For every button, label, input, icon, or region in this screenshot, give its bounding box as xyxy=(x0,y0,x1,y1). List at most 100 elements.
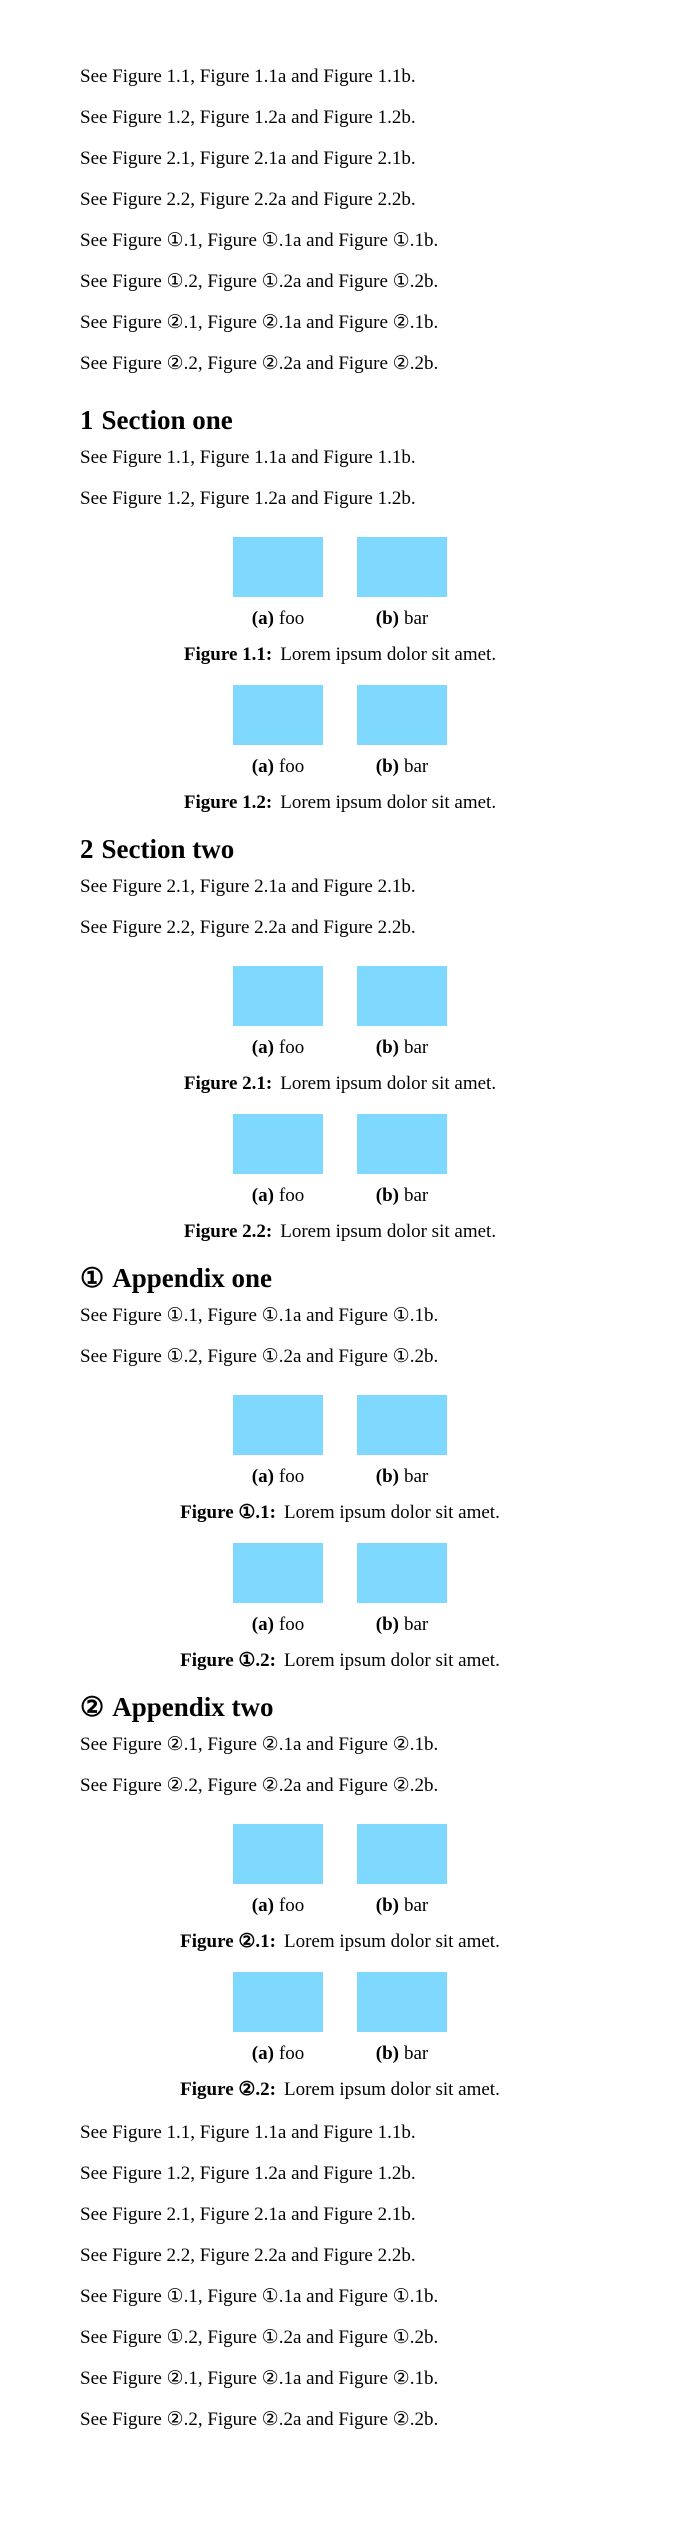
figure-placeholder-box xyxy=(357,1543,447,1603)
subfigure-text: bar xyxy=(403,1466,429,1487)
figure-placeholder-box xyxy=(233,1972,323,2032)
subfigure-row: (a) foo (b) bar xyxy=(80,537,600,631)
reference-line: See Figure 2.1, Figure 2.1a and Figure 2… xyxy=(80,148,416,169)
subfigure-text: foo xyxy=(278,1185,305,1206)
subfigure-caption: (a) foo xyxy=(252,607,304,631)
subfigure-label: (a) xyxy=(251,1037,274,1058)
subfigure-label: (a) xyxy=(251,608,274,629)
subfigure-b: (b) bar xyxy=(357,1543,447,1637)
figure-caption-text: Lorem ipsum dolor sit amet. xyxy=(284,2079,500,2100)
figure-placeholder-box xyxy=(233,1543,323,1603)
subfigure-text: foo xyxy=(278,756,305,777)
subfigure-caption: (b) bar xyxy=(376,1184,429,1208)
section-title: Appendix two xyxy=(112,1692,274,1722)
figure-placeholder-box xyxy=(357,1114,447,1174)
subfigure-text: bar xyxy=(403,1895,429,1916)
figure: (a) foo (b) bar Figure ②.2: Lorem ipsum dol… xyxy=(80,1972,600,2102)
figure-placeholder-box xyxy=(357,1824,447,1884)
subfigure-row: (a) foo (b) bar xyxy=(80,1395,600,1489)
section-heading: ① Appendix one xyxy=(80,1262,600,1294)
figure-placeholder-box xyxy=(357,1972,447,2032)
figure: (a) foo (b) bar Figure 1.1: Lorem ipsum dol… xyxy=(80,537,600,667)
reference-line: See Figure ①.1, Figure ①.1a and Figure ①… xyxy=(80,1305,439,1326)
figure: (a) foo (b) bar Figure ②.1: Lorem ipsum dol… xyxy=(80,1824,600,1954)
subfigure-caption: (a) foo xyxy=(252,1894,304,1918)
figure-caption: Figure 1.2: Lorem ipsum dolor sit amet. xyxy=(80,791,600,815)
subfigure-text: foo xyxy=(278,1614,305,1635)
figure-placeholder-box xyxy=(233,685,323,745)
section-title: Section two xyxy=(101,834,235,864)
reference-line: See Figure 2.1, Figure 2.1a and Figure 2… xyxy=(80,876,416,897)
figure-label: Figure ②.2: xyxy=(180,2079,276,2100)
reference-line: See Figure 2.2, Figure 2.2a and Figure 2… xyxy=(80,917,416,938)
subfigure-row: (a) foo (b) bar xyxy=(80,1972,600,2066)
figure-caption: Figure ①.2: Lorem ipsum dolor sit amet. xyxy=(80,1649,600,1673)
figure-placeholder-box xyxy=(233,1395,323,1455)
subfigure-caption: (a) foo xyxy=(252,1036,304,1060)
subfigure-label: (b) xyxy=(375,1185,399,1206)
reference-line: See Figure 1.1, Figure 1.1a and Figure 1… xyxy=(80,447,416,468)
reference-line: See Figure ②.2, Figure ②.2a and Figure ②… xyxy=(80,1775,439,1796)
subfigure-text: foo xyxy=(278,1895,305,1916)
subfigure-text: foo xyxy=(278,608,305,629)
figure-caption: Figure 2.2: Lorem ipsum dolor sit amet. xyxy=(80,1220,600,1244)
figure-caption-text: Lorem ipsum dolor sit amet. xyxy=(280,1221,497,1242)
intro-references: See Figure 1.1, Figure 1.1a and Figure 1… xyxy=(80,64,600,392)
reference-line: See Figure ①.2, Figure ①.2a and Figure ①… xyxy=(80,2327,439,2348)
section-title: Appendix one xyxy=(112,1263,273,1293)
subfigure-label: (a) xyxy=(251,2043,274,2064)
subfigure-b: (b) bar xyxy=(357,685,447,779)
subfigure-label: (b) xyxy=(375,1614,399,1635)
subfigure-caption: (b) bar xyxy=(376,2042,429,2066)
figure: (a) foo (b) bar Figure 2.1: Lorem ipsum dol… xyxy=(80,966,600,1096)
subfigure-label: (a) xyxy=(251,1614,274,1635)
section-heading: 1 Section one xyxy=(80,404,600,436)
subfigure-label: (b) xyxy=(375,608,399,629)
subfigure-b: (b) bar xyxy=(357,1395,447,1489)
subfigure-row: (a) foo (b) bar xyxy=(80,685,600,779)
figure-caption: Figure ②.2: Lorem ipsum dolor sit amet. xyxy=(80,2078,600,2102)
section-number: ① xyxy=(80,1263,105,1293)
reference-line: See Figure ①.1, Figure ①.1a and Figure ①… xyxy=(80,2286,439,2307)
subfigure-label: (b) xyxy=(375,1037,399,1058)
figure-placeholder-box xyxy=(233,537,323,597)
subfigure-text: foo xyxy=(278,1466,305,1487)
figure-caption: Figure 2.1: Lorem ipsum dolor sit amet. xyxy=(80,1072,600,1096)
section-heading: ② Appendix two xyxy=(80,1691,600,1723)
figure-caption: Figure ②.1: Lorem ipsum dolor sit amet. xyxy=(80,1930,600,1954)
figure-caption-text: Lorem ipsum dolor sit amet. xyxy=(284,1931,500,1952)
subfigure-label: (b) xyxy=(375,1466,399,1487)
figure-placeholder-box xyxy=(357,966,447,1026)
subfigure-caption: (b) bar xyxy=(376,1036,429,1060)
subfigure-text: bar xyxy=(403,1614,429,1635)
figure-caption-text: Lorem ipsum dolor sit amet. xyxy=(280,644,497,665)
subfigure-label: (a) xyxy=(251,1466,274,1487)
subfigure-a: (a) foo xyxy=(233,1824,323,1918)
figure-label: Figure 1.2: xyxy=(183,792,273,813)
appendix-two: ② Appendix two See Figure ②.1, Figure ②.1… xyxy=(80,1691,600,2102)
reference-line: See Figure ①.2, Figure ①.2a and Figure ①… xyxy=(80,271,439,292)
figure: (a) foo (b) bar Figure 2.2: Lorem ipsum dol… xyxy=(80,1114,600,1244)
subfigure-text: foo xyxy=(278,2043,305,2064)
subfigure-row: (a) foo (b) bar xyxy=(80,1824,600,1918)
figure-placeholder-box xyxy=(357,685,447,745)
subfigure-caption: (a) foo xyxy=(252,755,304,779)
subfigure-a: (a) foo xyxy=(233,537,323,631)
subfigure-text: bar xyxy=(403,608,429,629)
reference-line: See Figure 1.1, Figure 1.1a and Figure 1… xyxy=(80,66,416,87)
subfigure-caption: (a) foo xyxy=(252,1465,304,1489)
figure: (a) foo (b) bar Figure ①.1: Lorem ipsum dol… xyxy=(80,1395,600,1525)
figure-caption-text: Lorem ipsum dolor sit amet. xyxy=(280,792,497,813)
figure: (a) foo (b) bar Figure 1.2: Lorem ipsum dol… xyxy=(80,685,600,815)
reference-line: See Figure ②.1, Figure ②.1a and Figure ②… xyxy=(80,1734,439,1755)
figure-caption: Figure ①.1: Lorem ipsum dolor sit amet. xyxy=(80,1501,600,1525)
subfigure-label: (a) xyxy=(251,1895,274,1916)
subfigure-label: (a) xyxy=(251,756,274,777)
subfigure-caption: (a) foo xyxy=(252,1184,304,1208)
section-one: 1 Section one See Figure 1.1, Figure 1.1a… xyxy=(80,404,600,815)
subfigure-caption: (b) bar xyxy=(376,607,429,631)
subfigure-b: (b) bar xyxy=(357,1824,447,1918)
subfigure-caption: (a) foo xyxy=(252,1613,304,1637)
subfigure-text: foo xyxy=(278,1037,305,1058)
subfigure-caption: (a) foo xyxy=(252,2042,304,2066)
